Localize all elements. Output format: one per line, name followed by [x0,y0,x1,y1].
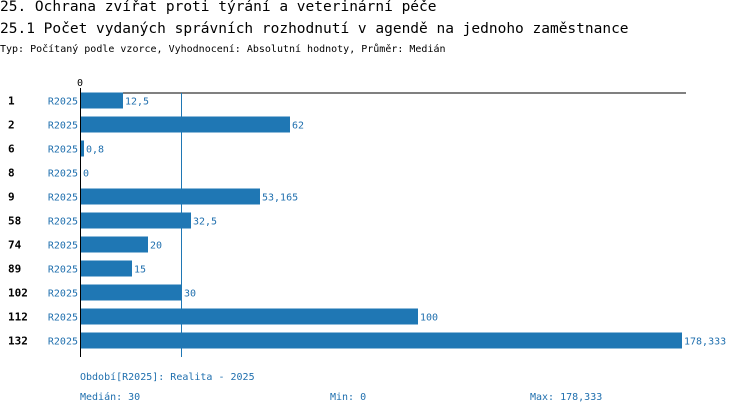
bar [81,188,260,205]
chart-subtitle: 25.1 Počet vydaných správních rozhodnutí… [0,21,629,37]
series-label: R2025 [48,241,78,252]
value-label: 178,333 [684,337,726,348]
category-label: 2 [8,119,15,132]
category-label: 1 [8,95,15,108]
value-label: 0 [83,169,89,180]
bar [81,116,290,133]
series-label: R2025 [48,121,78,132]
bar [81,260,132,277]
value-label: 53,165 [262,193,298,204]
category-label: 112 [8,311,28,324]
value-label: 15 [134,265,146,276]
bar [81,140,84,157]
footer-min: Min: 0 [330,392,367,403]
chart-title: 25. Ochrana zvířat proti týrání a veteri… [0,0,437,15]
category-label: 8 [8,167,15,180]
series-label: R2025 [48,169,78,180]
series-label: R2025 [48,289,78,300]
footer-max: Max: 178,333 [530,392,603,403]
category-label: 74 [8,239,22,252]
bar [81,308,418,325]
bar [81,284,182,301]
series-label: R2025 [48,337,78,348]
value-label: 100 [420,313,438,324]
category-label: 132 [8,335,28,348]
footer-median: Medián: 30 [80,392,141,403]
footer-period: Období[R2025]: Realita - 2025 [80,372,255,383]
value-label: 0,8 [86,145,104,156]
bar [81,212,191,229]
chart-type-line: Typ: Počítaný podle vzorce, Vyhodnocení:… [0,44,446,55]
category-label: 9 [8,191,15,204]
category-label: 6 [8,143,15,156]
bar [81,332,682,349]
series-label: R2025 [48,313,78,324]
value-label: 20 [150,241,162,252]
series-label: R2025 [48,193,78,204]
value-label: 62 [292,121,304,132]
value-label: 32,5 [193,217,217,228]
value-label: 30 [184,289,196,300]
category-label: 58 [8,215,21,228]
series-label: R2025 [48,217,78,228]
bar [81,92,123,109]
axis-zero-label: 0 [77,78,83,89]
category-label: 89 [8,263,21,276]
series-label: R2025 [48,145,78,156]
series-label: R2025 [48,97,78,108]
series-label: R2025 [48,265,78,276]
value-label: 12,5 [125,97,149,108]
category-label: 102 [8,287,28,300]
bar [81,236,148,253]
